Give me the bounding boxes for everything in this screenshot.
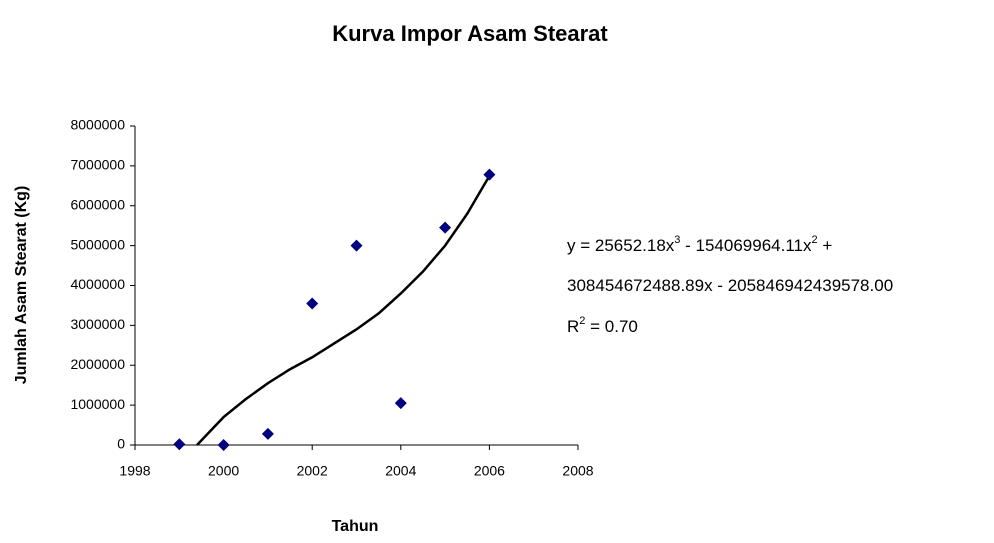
equation-text: + xyxy=(818,236,833,255)
y-tick-label: 6000000 xyxy=(70,196,125,212)
y-tick-label: 5000000 xyxy=(70,236,125,252)
x-tick-label: 2004 xyxy=(385,463,416,479)
trendline xyxy=(196,175,491,446)
x-tick-label: 2006 xyxy=(474,463,505,479)
point xyxy=(350,239,363,252)
equation-text: R xyxy=(567,317,579,336)
x-axis-title: Tahun xyxy=(332,518,379,535)
x-tick-label: 2008 xyxy=(562,463,593,479)
x-tick-label: 2000 xyxy=(208,463,239,479)
point xyxy=(261,427,274,440)
superscript: 2 xyxy=(579,315,585,327)
superscript: 3 xyxy=(674,234,680,246)
y-tick-label: 3000000 xyxy=(70,316,125,332)
equation-text: 308454672488.89x - 205846942439578.00 xyxy=(567,276,893,295)
point xyxy=(439,221,452,234)
y-tick-label: 1000000 xyxy=(70,396,125,412)
y-tick-label: 2000000 xyxy=(70,356,125,372)
equation-text: - 154069964.11x xyxy=(680,236,812,255)
y-tick-label: 0 xyxy=(117,436,125,452)
point xyxy=(217,439,230,451)
point xyxy=(173,438,186,451)
equation-text: y = 25652.18x xyxy=(567,236,675,255)
point xyxy=(306,297,319,310)
point xyxy=(394,397,407,410)
trend-equation: R2 = 0.70 xyxy=(567,315,638,337)
trend-equation: y = 25652.18x3 - 154069964.11x2 + xyxy=(567,234,832,256)
point xyxy=(483,168,496,181)
trend-equation: 308454672488.89x - 205846942439578.00 xyxy=(567,276,893,295)
x-tick-label: 1998 xyxy=(119,463,150,479)
y-tick-label: 7000000 xyxy=(70,157,125,173)
x-tick-label: 2002 xyxy=(297,463,328,479)
y-axis-title: Jumlah Asam Stearat (Kg) xyxy=(13,186,30,385)
superscript: 2 xyxy=(811,234,817,246)
y-tick-label: 4000000 xyxy=(70,276,125,292)
equation-text: = 0.70 xyxy=(585,317,637,336)
chart-title: Kurva Impor Asam Stearat xyxy=(332,21,608,46)
y-tick-label: 8000000 xyxy=(70,117,125,133)
